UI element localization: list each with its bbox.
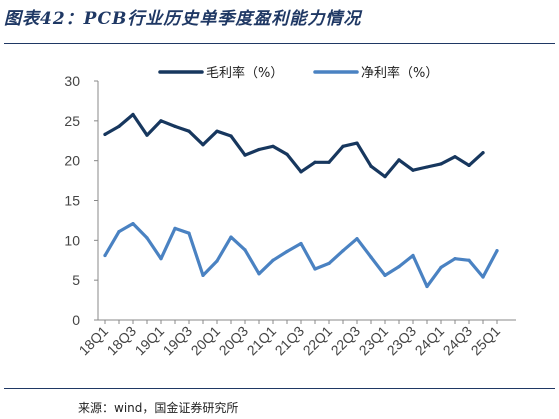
series-2-point [145, 236, 149, 240]
series-2-point [453, 257, 457, 261]
series-1-point [243, 153, 247, 157]
series-1-point [467, 163, 471, 168]
series-2-point [383, 273, 387, 277]
series-2-point [159, 257, 163, 261]
series-1-point [313, 160, 317, 164]
series-2-point [425, 284, 429, 289]
series-2-point [201, 273, 205, 277]
series-1-point [173, 124, 177, 129]
series-1-point [257, 147, 261, 152]
series-2-point [285, 249, 289, 254]
x-tick-label: 23Q1 [356, 323, 392, 359]
x-tick-label: 24Q3 [440, 323, 476, 359]
series-2-point [467, 258, 471, 262]
x-tick-label: 20Q1 [188, 323, 224, 359]
y-tick-label: 25 [64, 113, 80, 129]
figure-title: 图表42：PCB行业历史单季度盈利能力情况 [4, 9, 362, 29]
x-tick-label: 19Q1 [132, 323, 168, 359]
series-1-point [355, 141, 359, 145]
series-2-point [117, 229, 121, 234]
x-tick-label: 25Q1 [468, 323, 504, 359]
series-1-point [117, 124, 121, 129]
series-2-point [271, 258, 275, 262]
series-layer [103, 112, 499, 289]
series-2-point [397, 265, 401, 269]
y-tick-label: 15 [64, 193, 80, 209]
series-2-point [327, 261, 331, 266]
y-tick-label: 30 [64, 73, 80, 89]
series-2-point [103, 253, 107, 258]
series-1-point [453, 155, 457, 159]
series-2-point [313, 267, 317, 271]
legend-label-1: 毛利率（%） [206, 65, 283, 81]
series-1-point [145, 133, 149, 137]
series-1-point [397, 158, 401, 162]
series-1-point [341, 144, 345, 148]
y-tick-label: 10 [64, 232, 80, 248]
series-1-point [383, 175, 387, 179]
series-1-point [187, 129, 191, 133]
y-tick-label: 20 [64, 153, 80, 169]
series-2-point [411, 253, 415, 258]
series-1-point [229, 134, 233, 138]
series-2-point [257, 272, 261, 276]
series-2-point [495, 249, 499, 253]
series-1-point [271, 144, 275, 148]
series-1-point [285, 152, 289, 156]
series-2-point [187, 231, 191, 235]
y-tick-label: 0 [72, 312, 80, 328]
y-tick-label: 5 [72, 272, 80, 288]
series-2-point [355, 237, 359, 241]
series-1-point [103, 132, 107, 136]
source-note: 来源：wind，国金证券研究所 [78, 401, 239, 415]
series-2-point [243, 248, 247, 252]
x-tick-label: 24Q1 [412, 323, 448, 359]
series-1-point [159, 119, 163, 123]
x-tick-label: 22Q3 [328, 323, 364, 359]
series-2-point [299, 241, 303, 246]
series-2-point [341, 249, 345, 253]
x-tick-label: 22Q1 [300, 323, 336, 359]
x-tick-label: 18Q3 [104, 323, 140, 359]
x-tick-label: 21Q1 [244, 323, 280, 359]
series-line-1 [103, 112, 485, 179]
series-1-point [131, 112, 135, 117]
series-1-point [411, 168, 415, 172]
series-1-point [425, 165, 429, 169]
series-2-point [173, 226, 177, 230]
footer-rule [4, 388, 555, 389]
x-axis: 18Q118Q319Q119Q320Q120Q321Q121Q322Q122Q3… [76, 319, 516, 359]
series-2-point [369, 255, 373, 259]
series-1-point [215, 129, 219, 133]
series-1-point [369, 164, 373, 168]
legend-label-2: 净利率（%） [361, 65, 438, 81]
series-2-point [131, 222, 135, 226]
title-rule [4, 43, 555, 44]
y-axis: 0 5 10 15 20 25 30 [64, 73, 99, 328]
series-1-point [327, 160, 331, 164]
series-1-point [201, 143, 205, 147]
series-2-point [215, 259, 219, 263]
x-tick-label: 23Q3 [384, 323, 420, 359]
series-1-point [299, 170, 303, 174]
legend: 毛利率（%） 净利率（%） [158, 65, 438, 81]
series-1-point [439, 162, 443, 166]
series-2-point [481, 275, 485, 279]
series-line-2 [103, 222, 499, 289]
x-tick-label: 21Q3 [272, 323, 308, 359]
series-2-point [439, 265, 443, 270]
x-tick-label: 20Q3 [216, 323, 252, 359]
x-tick-label: 18Q1 [76, 323, 112, 359]
x-tick-label: 19Q3 [160, 323, 196, 359]
series-1-point [481, 151, 485, 155]
series-2-point [229, 235, 233, 239]
